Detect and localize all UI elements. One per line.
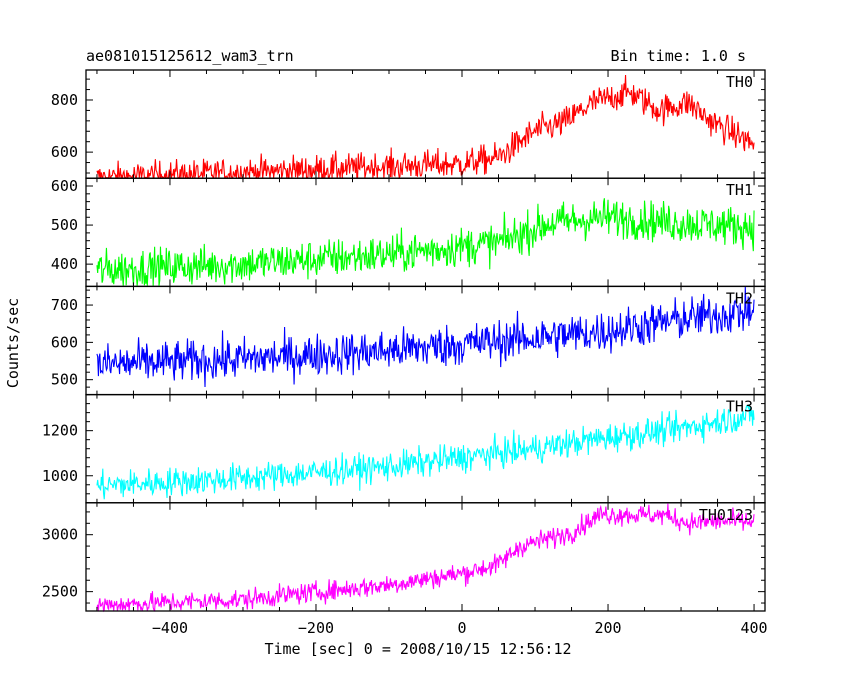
panel-label-th2: TH2 xyxy=(726,289,753,307)
x-tick-label: −200 xyxy=(298,619,334,637)
y-tick-label-th2: 600 xyxy=(51,333,78,351)
y-tick-label-th0123: 2500 xyxy=(42,583,78,601)
y-axis-label: Counts/sec xyxy=(4,298,22,388)
panel-frame-th0123 xyxy=(85,502,766,612)
panels-group: 600 800 TH0 400 500 600 TH1 500 600 700 TH2 1000 120… xyxy=(42,69,768,637)
x-axis-label: Time [sec] 0 = 2008/10/15 12:56:12 xyxy=(264,640,571,658)
panel-frame-th3 xyxy=(85,393,766,504)
panel-label-th0: TH0 xyxy=(726,73,753,91)
bin-time-label: Bin time: 1.0 s xyxy=(611,47,746,65)
file-name-title: ae081015125612_wam3_trn xyxy=(86,47,294,65)
y-tick-label-th2: 500 xyxy=(51,371,78,389)
y-tick-label-th3: 1200 xyxy=(42,422,78,440)
panel-label-th1: TH1 xyxy=(726,181,753,199)
y-tick-label-th0123: 3000 xyxy=(42,526,78,544)
y-tick-label-th0: 800 xyxy=(51,91,78,109)
series-line-th1 xyxy=(96,198,755,286)
x-tick-label: 0 xyxy=(457,619,466,637)
panel-label-th0123: TH0123 xyxy=(699,506,753,524)
series-line-th3 xyxy=(96,404,755,500)
y-tick-label-th0: 600 xyxy=(51,143,78,161)
x-tick-label: 400 xyxy=(741,619,768,637)
y-tick-label-th3: 1000 xyxy=(42,467,78,485)
series-line-th0 xyxy=(96,75,755,180)
series-line-th0123 xyxy=(96,503,755,613)
x-tick-label: −400 xyxy=(152,619,188,637)
series-line-th2 xyxy=(96,286,755,387)
panel-label-th3: TH3 xyxy=(726,398,753,416)
y-tick-label-th1: 600 xyxy=(51,177,78,195)
y-tick-label-th1: 400 xyxy=(51,255,78,273)
y-tick-label-th2: 700 xyxy=(51,296,78,314)
y-tick-label-th1: 500 xyxy=(51,216,78,234)
x-tick-label: 200 xyxy=(594,619,621,637)
